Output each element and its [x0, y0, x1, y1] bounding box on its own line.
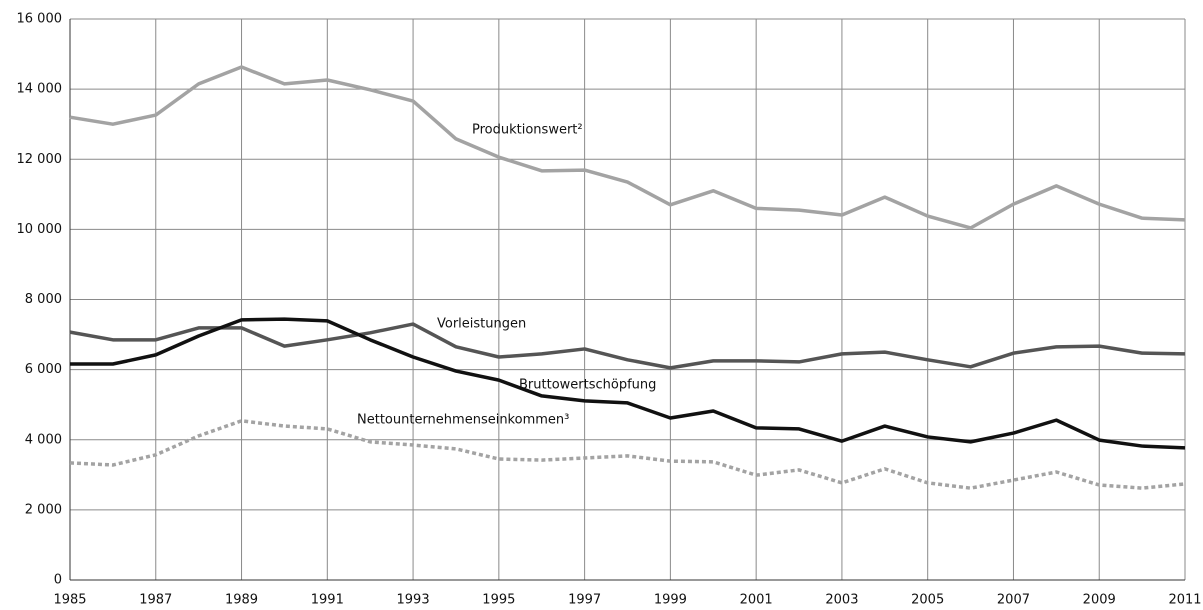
series-line	[70, 317, 1186, 450]
x-tick-label: 2001	[740, 593, 773, 608]
series-line	[69, 419, 1186, 490]
y-tick-label: 14 000	[17, 82, 63, 97]
series-label: Vorleistungen	[437, 317, 526, 332]
x-tick-label: 1985	[53, 593, 86, 608]
x-tick-label: 2011	[1168, 593, 1201, 608]
x-tick-label: 1999	[654, 593, 687, 608]
x-tick-label: 2005	[911, 593, 944, 608]
y-tick-label: 10 000	[17, 222, 63, 237]
series-line	[69, 65, 1186, 230]
x-tick-label: 2003	[825, 593, 858, 608]
x-tick-label: 1993	[397, 593, 430, 608]
x-tick-label: 1991	[311, 593, 344, 608]
y-tick-label: 8 000	[25, 292, 62, 307]
y-tick-label: 12 000	[17, 152, 63, 167]
series-line	[69, 322, 1186, 370]
x-tick-label: 2009	[1083, 593, 1116, 608]
x-tick-label: 1989	[225, 593, 258, 608]
x-tick-label: 1987	[139, 593, 172, 608]
y-tick-label: 4 000	[25, 432, 62, 447]
x-tick-label: 1995	[482, 593, 515, 608]
series-label: Nettounternehmenseinkommen³	[357, 413, 569, 428]
x-tick-label: 2007	[997, 593, 1030, 608]
y-tick-label: 16 000	[17, 12, 63, 27]
series-label: Bruttowertschöpfung	[519, 378, 656, 393]
y-tick-label: 0	[54, 573, 62, 588]
y-tick-label: 6 000	[25, 362, 62, 377]
y-tick-label: 2 000	[25, 502, 62, 517]
series-label: Produktionswert²	[472, 123, 583, 138]
x-tick-label: 1997	[568, 593, 601, 608]
